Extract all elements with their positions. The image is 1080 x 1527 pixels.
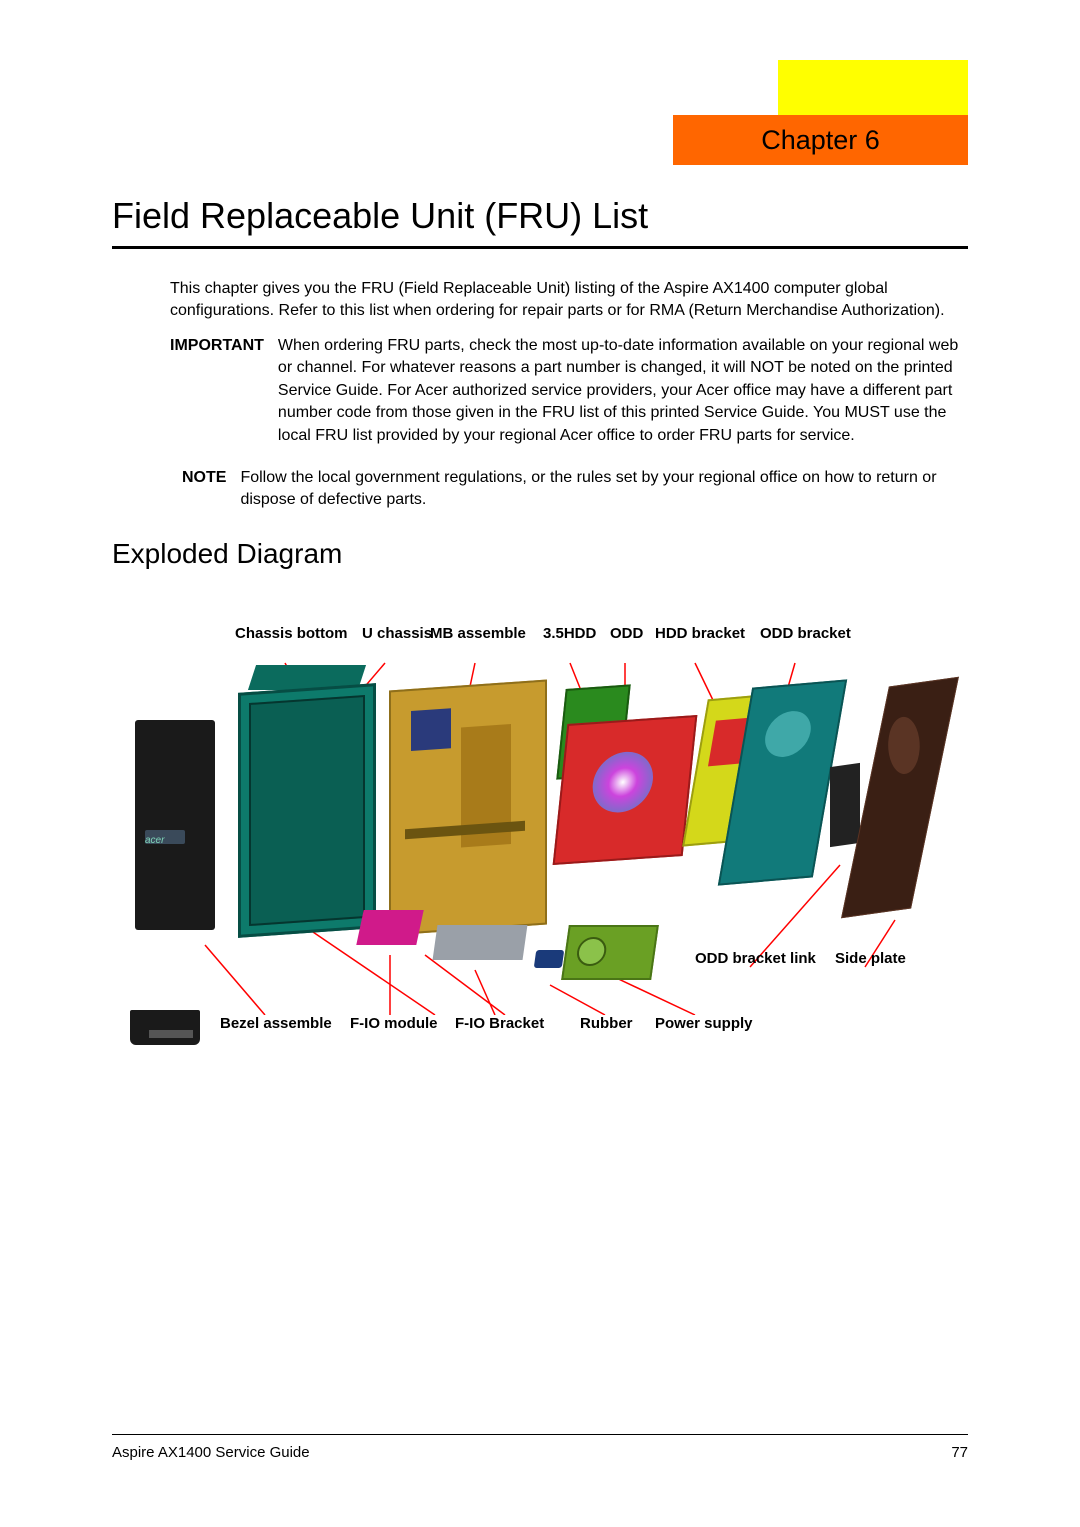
diagram-label: HDD bracket — [655, 625, 745, 642]
part-odd — [553, 715, 698, 865]
diagram-label: F-IO module — [350, 1015, 438, 1032]
note-block: NOTE Follow the local government regulat… — [182, 467, 960, 512]
intro-paragraph: This chapter gives you the FRU (Field Re… — [170, 278, 960, 323]
part-u-chassis — [238, 683, 376, 938]
section-heading: Exploded Diagram — [112, 538, 342, 570]
diagram-label: ODD bracket — [760, 625, 851, 642]
diagram-top-labels: Chassis bottom U chassisMB assemble 3.5HDD… — [135, 625, 935, 645]
part-mb-assemble — [389, 679, 547, 935]
footer-right: 77 — [951, 1444, 968, 1461]
part-power-supply — [561, 925, 659, 980]
diagram-label: U chassis — [362, 625, 432, 642]
diagram-label: Power supply — [655, 1015, 753, 1032]
diagram-label: Side plate — [835, 950, 906, 967]
diagram-label: Chassis bottom — [235, 625, 348, 642]
title-rule — [112, 246, 968, 249]
chapter-bar: Chapter 6 — [673, 115, 968, 165]
diagram-label: ODD — [610, 625, 643, 642]
part-odd-bracket-link — [830, 763, 860, 847]
diagram-label: Bezel assemble — [220, 1015, 332, 1032]
note-label: NOTE — [182, 467, 226, 512]
part-fio-bracket — [433, 925, 528, 960]
diagram-label: F-IO Bracket — [455, 1015, 544, 1032]
part-bezel — [135, 720, 215, 930]
diagram-bottom-labels: Bezel assemble F-IO module F-IO Bracket Rub… — [135, 1015, 935, 1035]
note-text: Follow the local government regulations,… — [240, 467, 960, 512]
page-title: Field Replaceable Unit (FRU) List — [112, 195, 648, 237]
diagram-label: 3.5HDD — [543, 625, 596, 642]
page: Chapter 6 Field Replaceable Unit (FRU) L… — [0, 0, 1080, 1527]
exploded-diagram: Chassis bottom U chassisMB assemble 3.5HDD… — [135, 625, 935, 1035]
diagram-label: MB assemble — [430, 625, 526, 642]
important-text: When ordering FRU parts, check the most … — [278, 335, 960, 447]
part-rubber — [534, 950, 565, 968]
footer-left: Aspire AX1400 Service Guide — [112, 1444, 310, 1461]
part-fio-module — [356, 910, 423, 945]
important-block: IMPORTANT When ordering FRU parts, check… — [170, 335, 960, 447]
footer-rule — [112, 1434, 968, 1435]
corner-highlight — [778, 60, 968, 115]
diagram-label: ODD bracket link — [695, 950, 816, 967]
important-label: IMPORTANT — [170, 335, 264, 447]
diagram-label: Rubber — [580, 1015, 633, 1032]
